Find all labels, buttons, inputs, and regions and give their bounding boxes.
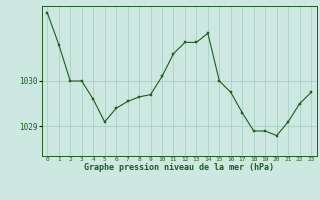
X-axis label: Graphe pression niveau de la mer (hPa): Graphe pression niveau de la mer (hPa) <box>84 163 274 172</box>
